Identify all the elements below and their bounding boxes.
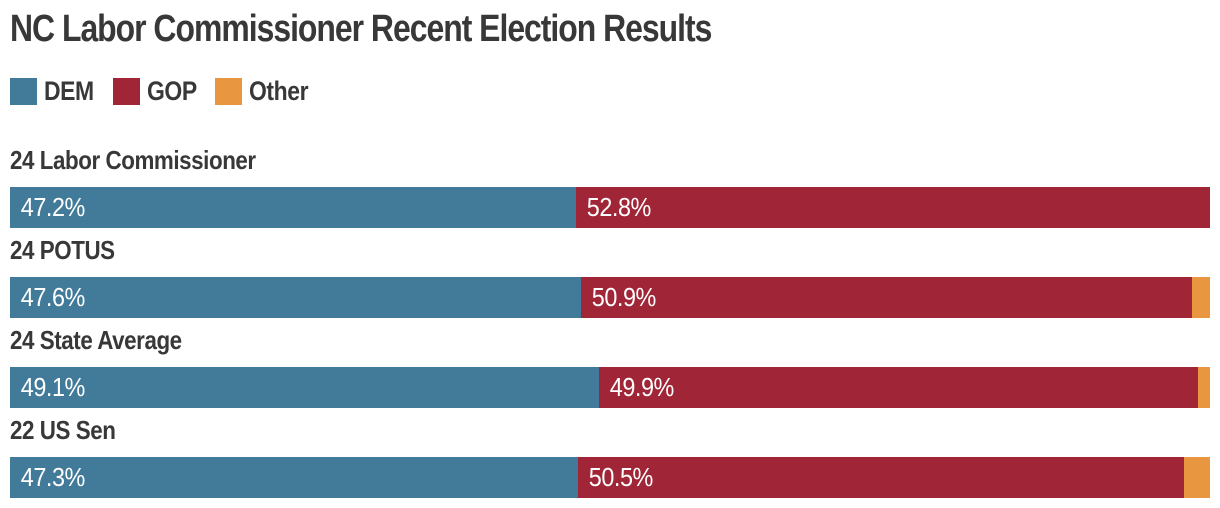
- segment-value-label: 47.6%: [20, 282, 86, 312]
- chart-row: 24 POTUS 47.6% 50.9%: [10, 237, 1210, 318]
- category-label: 22 US Sen: [10, 415, 116, 445]
- bar-segment-gop: 50.5%: [577, 457, 1184, 498]
- legend-swatch-gop: [112, 78, 140, 105]
- category-label: 24 POTUS: [10, 235, 115, 265]
- legend-label: GOP: [146, 76, 197, 106]
- bar-segment-dem: 47.6%: [10, 277, 582, 318]
- bar-segment-gop: 49.9%: [599, 367, 1198, 408]
- bar-segment-other: [1191, 277, 1210, 318]
- chart-row: 22 US Sen 47.3% 50.5%: [10, 417, 1210, 498]
- bar-rows: 24 Labor Commissioner 47.2% 52.8% 24 POTUS 4…: [10, 147, 1210, 498]
- stacked-bar: 47.3% 50.5%: [10, 457, 1210, 498]
- stacked-bar: 49.1% 49.9%: [10, 367, 1210, 408]
- segment-value-label: 49.9%: [609, 372, 675, 402]
- category-label: 24 Labor Commissioner: [10, 145, 256, 175]
- category-label: 24 State Average: [10, 325, 182, 355]
- segment-value-label: 50.5%: [588, 462, 653, 492]
- bar-segment-other: [1183, 457, 1210, 498]
- legend-item-dem: DEM: [10, 76, 103, 106]
- legend-swatch-dem: [10, 78, 37, 105]
- stacked-bar: 47.2% 52.8%: [10, 187, 1210, 228]
- bar-segment-other: [1197, 367, 1210, 408]
- bar-segment-gop: 50.9%: [581, 277, 1192, 318]
- chart-title: NC Labor Commissioner Recent Election Re…: [10, 8, 712, 50]
- stacked-bar: 47.6% 50.9%: [10, 277, 1210, 318]
- legend-label: DEM: [44, 76, 94, 106]
- segment-value-label: 52.8%: [587, 192, 652, 222]
- legend-swatch-other: [215, 78, 243, 105]
- bar-segment-dem: 49.1%: [10, 367, 600, 408]
- bar-segment-dem: 47.3%: [10, 457, 578, 498]
- chart-row: 24 Labor Commissioner 47.2% 52.8%: [10, 147, 1210, 228]
- segment-value-label: 49.1%: [20, 372, 86, 402]
- chart-row: 24 State Average 49.1% 49.9%: [10, 327, 1210, 408]
- legend-item-gop: GOP: [112, 76, 206, 106]
- bar-segment-dem: 47.2%: [10, 187, 577, 228]
- legend: DEM GOP Other: [10, 76, 1210, 106]
- segment-value-label: 50.9%: [591, 282, 657, 312]
- legend-item-other: Other: [215, 76, 319, 106]
- bar-segment-gop: 52.8%: [576, 187, 1210, 228]
- segment-value-label: 47.2%: [20, 192, 86, 222]
- legend-label: Other: [249, 76, 309, 106]
- segment-value-label: 47.3%: [20, 462, 86, 492]
